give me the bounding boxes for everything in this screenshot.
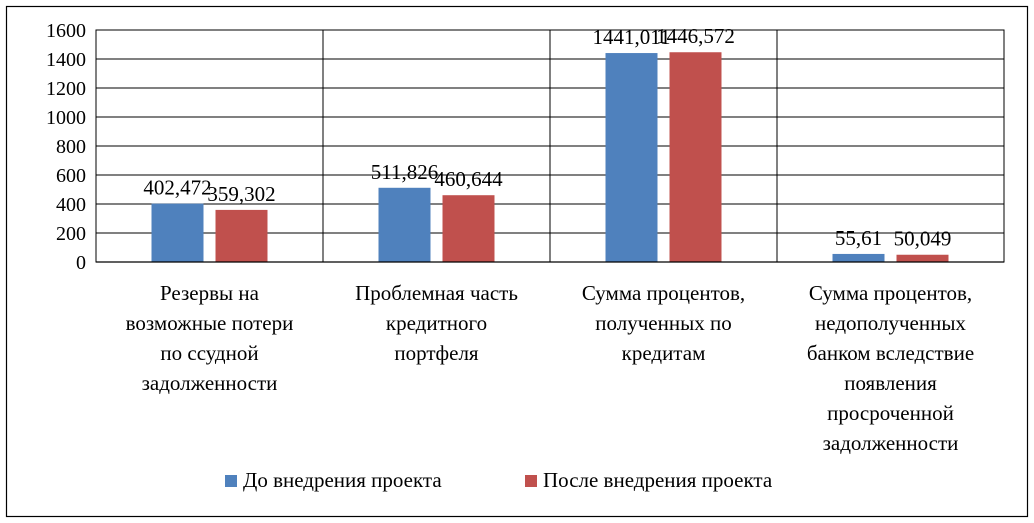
x-category-label-line: недополученных — [815, 311, 966, 335]
x-category-label: Проблемная часть кредитного портфеля — [355, 281, 518, 365]
x-category-label-line: задолженности — [823, 431, 959, 455]
y-tick-label: 400 — [56, 194, 86, 216]
bar-series-0-cat-0 — [151, 203, 204, 262]
y-tick-label: 600 — [56, 165, 86, 187]
y-tick-label: 200 — [56, 223, 86, 245]
y-tick-label: 1600 — [46, 20, 86, 42]
data-label: 359,302 — [207, 182, 275, 206]
x-category-label-line: Резервы на — [160, 281, 260, 305]
data-label: 1446,572 — [656, 24, 735, 48]
data-label: 511,826 — [371, 160, 438, 184]
x-category-label-line: кредитного — [386, 311, 487, 335]
legend-swatch — [225, 475, 237, 487]
x-category-label-line: полученных по — [595, 311, 731, 335]
x-category-label-line: Сумма процентов, — [809, 281, 972, 305]
legend: До внедрения проекта После внедрения прое… — [225, 468, 773, 492]
x-category-label: Сумма процентов, полученных по кредитам — [582, 281, 745, 365]
x-category-label-line: банком вследствие — [807, 341, 974, 365]
x-category-label: Сумма процентов, недополученных банком всл… — [807, 281, 974, 455]
y-tick-label: 1000 — [46, 107, 86, 129]
x-category-label-line: Проблемная часть — [355, 281, 518, 305]
x-category-label-line: появления — [844, 371, 937, 395]
data-label: 460,644 — [434, 167, 503, 191]
data-label: 402,472 — [143, 176, 211, 200]
bar-series-0-cat-3 — [832, 253, 885, 262]
bar-series-1-cat-2 — [669, 52, 722, 263]
y-tick-label: 0 — [76, 252, 86, 274]
legend-label: После внедрения проекта — [543, 468, 773, 492]
x-category-label-line: возможные потери — [126, 311, 294, 335]
x-category-label-line: кредитам — [622, 341, 706, 365]
legend-swatch — [525, 475, 537, 487]
bars-layer — [151, 52, 949, 263]
x-category-label-line: просроченной — [827, 401, 954, 425]
bar-series-0-cat-2 — [605, 53, 658, 262]
y-tick-label: 800 — [56, 136, 86, 158]
data-label: 1441,011 — [593, 25, 671, 49]
x-category-label-line: Сумма процентов, — [582, 281, 745, 305]
bar-series-0-cat-1 — [378, 187, 431, 262]
data-label: 55,61 — [835, 226, 882, 250]
axis-layer: 0 200 400 600 800 1000 1200 1400 1600 Резервы на в… — [46, 20, 1004, 455]
bar-series-1-cat-1 — [442, 195, 495, 262]
x-category-label: Резервы на возможные потери по ссудной задо… — [126, 281, 294, 395]
bar-series-1-cat-0 — [215, 209, 268, 262]
x-category-label-line: задолженности — [142, 371, 278, 395]
x-category-label-line: по ссудной — [160, 341, 258, 365]
y-tick-label: 1400 — [46, 49, 86, 71]
x-category-label-line: портфеля — [394, 341, 479, 365]
legend-label: До внедрения проекта — [243, 468, 442, 492]
bar-series-1-cat-3 — [896, 254, 949, 262]
data-label: 50,049 — [894, 227, 952, 251]
y-tick-label: 1200 — [46, 78, 86, 100]
